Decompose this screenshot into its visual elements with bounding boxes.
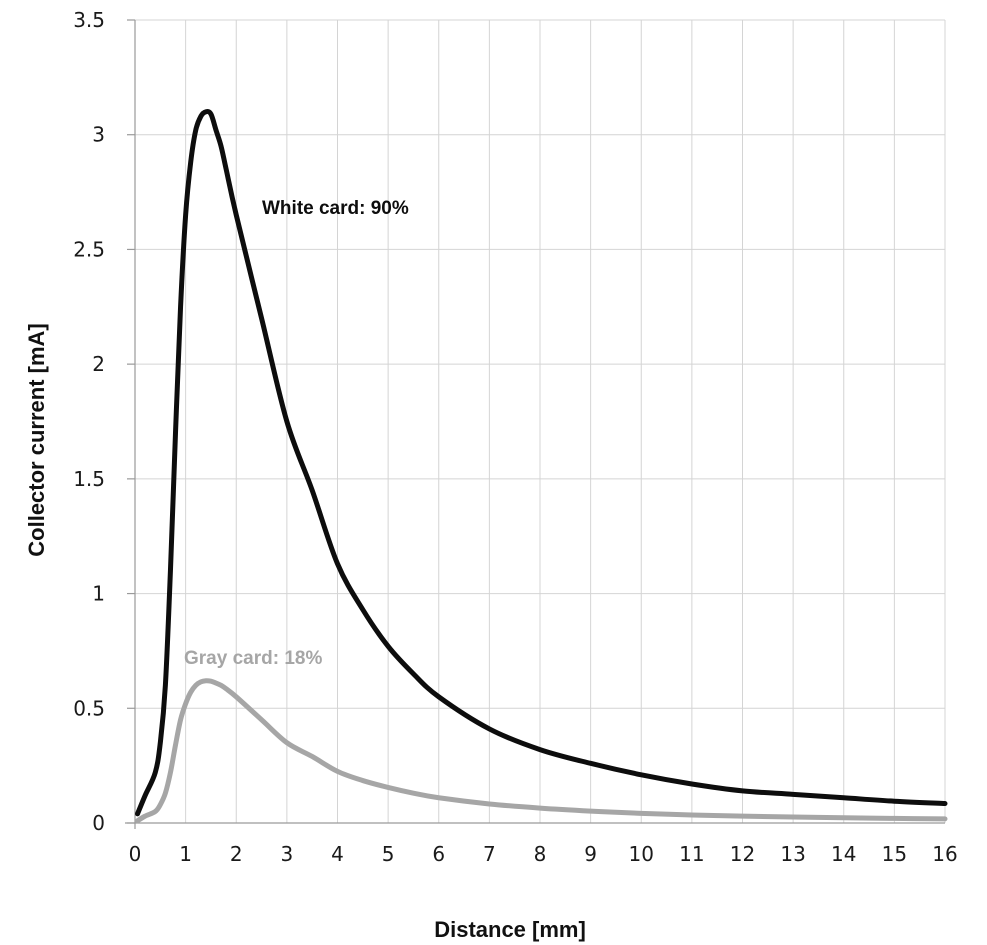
- x-axis-title: Distance [mm]: [434, 917, 586, 942]
- x-tick-label-11: 11: [679, 842, 704, 866]
- x-tick-label-16: 16: [932, 842, 957, 866]
- x-tick-label-13: 13: [780, 842, 805, 866]
- x-tick-label-8: 8: [534, 842, 547, 866]
- grid-lines: [135, 19, 946, 823]
- y-axis-title: Collector current [mA]: [24, 323, 49, 556]
- x-tick-label-12: 12: [730, 842, 755, 866]
- x-tick-label-1: 1: [179, 842, 192, 866]
- x-tick-label-4: 4: [331, 842, 344, 866]
- series-line-gray-card: [135, 678, 948, 824]
- y-tick-label-4: 2: [92, 352, 105, 376]
- y-tick-label-6: 3: [92, 123, 105, 147]
- y-tick-label-0: 0: [92, 811, 105, 835]
- y-tick-label-1: 0.5: [73, 696, 105, 720]
- series-label-gray-card: Gray card: 18%: [184, 648, 322, 669]
- x-tick-label-14: 14: [831, 842, 856, 866]
- x-tick-label-7: 7: [483, 842, 496, 866]
- y-tick-label-5: 2.5: [73, 237, 105, 261]
- series-lines: [135, 109, 948, 824]
- series-label-white-card: White card: 90%: [262, 198, 409, 219]
- y-tick-label-3: 1.5: [73, 467, 105, 491]
- axes: [125, 19, 945, 829]
- x-tick-label-5: 5: [382, 842, 395, 866]
- x-tick-label-10: 10: [629, 842, 654, 866]
- x-tick-label-0: 0: [129, 842, 142, 866]
- x-tick-label-9: 9: [584, 842, 597, 866]
- x-tick-label-6: 6: [432, 842, 445, 866]
- y-tick-labels: 0 0.5 1 1.5 2 2.5 3 3.5: [73, 8, 105, 835]
- series-line-white-card: [135, 109, 948, 817]
- x-tick-label-15: 15: [882, 842, 907, 866]
- x-tick-labels: 0 1 2 3 4 5 6 7 8 9 10 11 12 13 14 15 16: [129, 842, 958, 866]
- y-tick-label-2: 1: [92, 582, 105, 606]
- y-tick-label-7: 3.5: [73, 8, 105, 32]
- x-tick-label-2: 2: [230, 842, 243, 866]
- x-tick-label-3: 3: [281, 842, 294, 866]
